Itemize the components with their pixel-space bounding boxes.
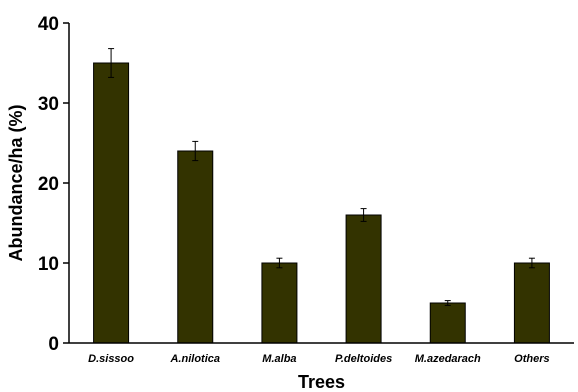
x-category-label: M.alba	[262, 353, 296, 365]
bar-m-azedarach	[429, 302, 466, 344]
error-bar	[444, 300, 451, 306]
bar-others	[513, 262, 550, 344]
bar-a-nilotica	[177, 150, 214, 344]
x-category-label: D.sissoo	[88, 353, 134, 365]
y-tick-label: 20	[38, 174, 59, 195]
bars-group	[93, 62, 550, 344]
y-axis-ticks: 0 10 20 30 40	[38, 14, 69, 355]
y-tick-label: 30	[38, 94, 59, 115]
error-bar	[360, 208, 367, 222]
error-bar	[192, 140, 199, 162]
bar-p-deltoides	[345, 214, 382, 344]
error-bar	[276, 257, 283, 269]
y-tick-label: 10	[38, 254, 59, 275]
bar-m-alba	[261, 262, 298, 344]
x-axis-category-labels: D.sissoo A.nilotica M.alba P.deltoides M.aze…	[88, 353, 549, 365]
error-bar	[108, 48, 115, 78]
x-category-label: P.deltoides	[335, 353, 392, 365]
x-category-label: A.nilotica	[169, 353, 220, 365]
bar-d-sissoo	[93, 62, 130, 344]
error-bars-group	[108, 48, 535, 306]
y-tick-label: 40	[38, 14, 59, 35]
y-axis-title: Abundance/ha (%)	[6, 104, 26, 261]
x-axis-title: Trees	[298, 372, 345, 392]
x-category-label: M.azedarach	[415, 353, 481, 365]
y-tick-label: 0	[48, 334, 59, 355]
error-bar	[528, 257, 535, 269]
x-category-label: Others	[514, 353, 549, 365]
